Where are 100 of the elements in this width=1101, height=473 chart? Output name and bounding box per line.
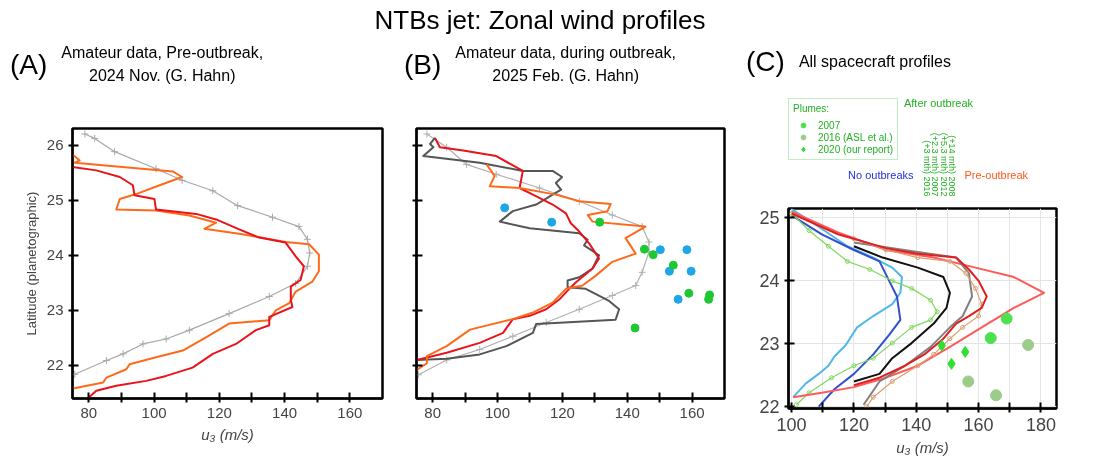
- x-tick-label: 120: [206, 403, 232, 421]
- point: [475, 345, 484, 354]
- point: [575, 305, 584, 314]
- point: [990, 389, 1003, 402]
- text: Pre-outbreak: [964, 168, 1029, 181]
- point: [608, 291, 617, 300]
- point: [851, 363, 857, 369]
- point: [870, 394, 876, 400]
- point: [960, 324, 966, 330]
- point: [1022, 338, 1035, 351]
- point: [963, 270, 969, 276]
- chart-subtitle: All spacecraft profiles: [798, 51, 951, 72]
- text: (+14 mth) 2008: [946, 135, 957, 197]
- point: [90, 134, 99, 143]
- point: [931, 351, 937, 357]
- legend-label: 2020 (our report): [818, 143, 894, 155]
- point: [829, 375, 834, 381]
- point: [889, 340, 895, 346]
- point: [608, 211, 617, 220]
- point: [80, 130, 89, 139]
- point: [639, 244, 649, 254]
- x-tick-label: 160: [679, 403, 705, 421]
- y-tick-label: 25: [759, 208, 780, 229]
- point: [508, 332, 517, 341]
- point: [947, 336, 953, 342]
- point: [268, 213, 277, 222]
- x-tick-label: 80: [80, 403, 98, 421]
- chart-subtitle: Amateur data, Pre-outbreak, 2024 Nov. (G. Hahn): [61, 43, 264, 86]
- point: [883, 247, 889, 253]
- x-tick-label: 140: [272, 403, 298, 421]
- y-tick-label: 24: [759, 271, 780, 292]
- x-tick-label: 160: [337, 403, 363, 421]
- point: [225, 309, 234, 318]
- point: [889, 378, 895, 384]
- point: [668, 260, 678, 270]
- point: [233, 201, 242, 210]
- text: No outbreaks: [848, 168, 914, 181]
- point: [915, 255, 921, 261]
- point: [806, 228, 812, 234]
- point: [208, 186, 217, 195]
- chart-title: (C): [746, 45, 785, 79]
- point: [825, 243, 831, 249]
- point: [909, 285, 915, 291]
- point: [138, 339, 147, 348]
- point: [185, 326, 194, 335]
- text: After outbreak: [903, 96, 974, 109]
- legend-title: Plumes:: [793, 103, 831, 114]
- point: [928, 297, 934, 303]
- point: [547, 217, 557, 227]
- text: NTBs jet: Zonal wind profiles: [373, 4, 707, 37]
- chart-subtitle: Amateur data, during outbreak, 2025 Feb. (G. Hahn): [455, 43, 676, 86]
- point: [303, 235, 312, 244]
- text: (+5.3 mth) 2012: [938, 132, 949, 197]
- point: [984, 332, 997, 345]
- legend-label: 2007: [818, 119, 841, 131]
- point: [422, 130, 431, 139]
- y-tick-label: 26: [46, 136, 64, 154]
- point: [119, 349, 128, 358]
- point: [631, 281, 640, 290]
- point: [962, 375, 975, 388]
- x-tick-label: 180: [1025, 414, 1056, 435]
- x-axis-title: u₃ (m/s): [201, 425, 254, 443]
- point: [162, 334, 171, 343]
- x-tick-label: 140: [614, 403, 640, 421]
- point: [934, 309, 940, 315]
- x-tick-label: 160: [963, 414, 994, 435]
- point: [976, 313, 982, 319]
- point: [655, 245, 665, 255]
- legend-label: 2016 (ASL et al.): [818, 131, 893, 143]
- point: [806, 390, 812, 396]
- point: [265, 292, 274, 301]
- point: [664, 266, 674, 276]
- y-tick-label: 24: [46, 246, 64, 264]
- point: [305, 249, 314, 258]
- point: [648, 250, 658, 260]
- line-series: [790, 212, 988, 387]
- line-series: [852, 245, 951, 383]
- x-tick-label: 140: [901, 414, 932, 435]
- y-tick-label: 22: [46, 356, 64, 374]
- point: [1000, 312, 1013, 325]
- point: [867, 267, 873, 272]
- chart-title: (B): [404, 47, 442, 82]
- point: [595, 217, 605, 227]
- point: [500, 203, 510, 213]
- point: [416, 370, 423, 379]
- line-series: [790, 210, 1046, 399]
- point: [102, 356, 111, 365]
- point: [844, 258, 850, 264]
- y-tick-label: 23: [759, 334, 780, 355]
- x-tick-label: 80: [424, 403, 442, 421]
- point: [915, 363, 921, 369]
- point: [638, 268, 647, 277]
- point: [889, 278, 895, 284]
- point: [673, 294, 683, 304]
- point: [909, 324, 915, 330]
- point: [630, 323, 640, 333]
- chart-title: (A): [10, 47, 48, 82]
- point: [110, 147, 119, 156]
- x-tick-label: 100: [485, 403, 511, 421]
- y-tick-label: 23: [46, 301, 64, 319]
